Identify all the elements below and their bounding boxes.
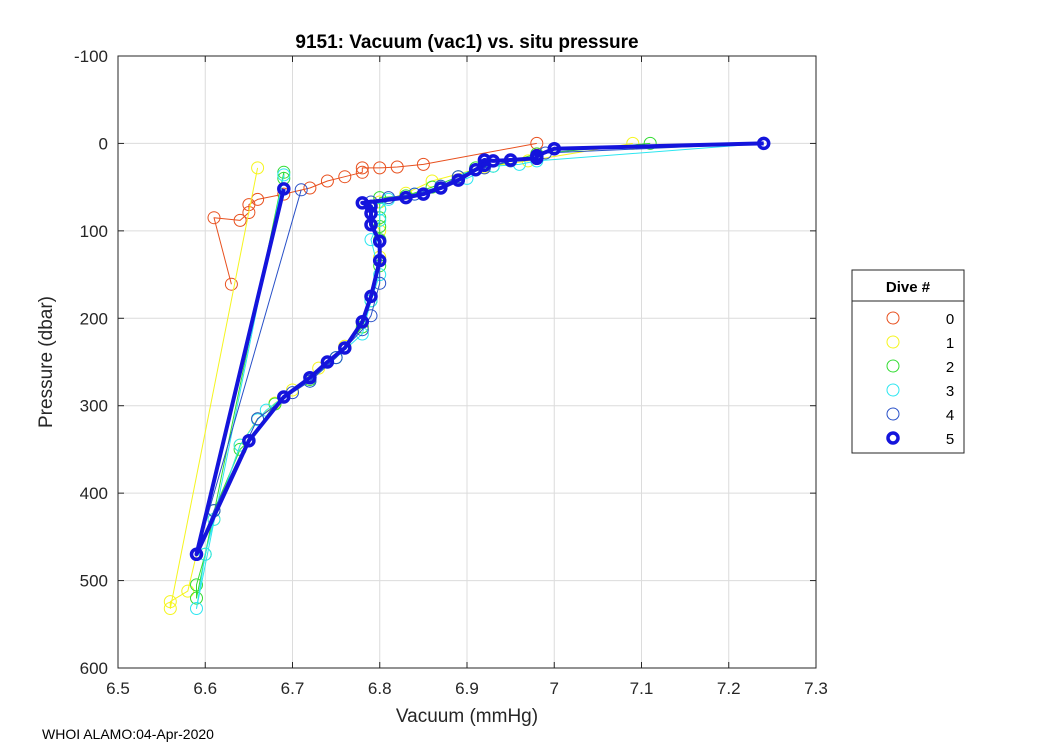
data-point <box>294 183 308 197</box>
data-point <box>355 161 369 175</box>
data-point <box>756 136 771 151</box>
data-point <box>416 157 430 171</box>
data-point <box>251 161 265 175</box>
data-point <box>547 141 562 156</box>
data-point <box>390 160 404 174</box>
data-point <box>242 433 256 448</box>
data-point <box>277 165 291 179</box>
x-tick-label: 6.7 <box>281 679 305 698</box>
data-point <box>364 289 378 304</box>
data-point <box>373 191 387 205</box>
legend-entry: 5 <box>886 431 954 448</box>
legend-entry: 0 <box>886 311 954 328</box>
data-point <box>189 547 204 562</box>
grid <box>118 56 816 668</box>
legend-label: 3 <box>946 383 954 400</box>
legend-marker <box>886 407 900 421</box>
x-tick-label: 7 <box>550 679 559 698</box>
data-point <box>277 182 291 196</box>
legend: Dive # 0 1 2 3 4 5 <box>851 269 965 454</box>
data-point <box>303 370 317 385</box>
x-tick-label: 7.1 <box>630 679 654 698</box>
data-point <box>190 591 203 605</box>
data-point <box>286 383 299 397</box>
data-point <box>355 165 369 179</box>
x-tick-label: 7.3 <box>804 679 828 698</box>
legend-entries: 0 1 2 3 4 5 <box>886 311 954 448</box>
legend-label: 0 <box>946 311 954 328</box>
legend-marker <box>886 431 900 445</box>
data-point <box>277 390 291 404</box>
legend-marker <box>886 383 900 397</box>
data-point <box>477 153 492 167</box>
y-tick-label: -100 <box>74 47 108 66</box>
data-point <box>320 174 334 188</box>
legend-entry: 2 <box>886 359 954 376</box>
legend-entry: 1 <box>886 335 954 352</box>
data-point <box>207 211 221 225</box>
data-point <box>530 151 544 166</box>
y-tick-label: 100 <box>80 222 108 241</box>
data-point <box>277 187 291 201</box>
legend-marker <box>886 311 900 325</box>
data-point <box>338 170 352 184</box>
data-point <box>355 315 370 329</box>
data-point <box>251 412 265 426</box>
data-point <box>233 213 247 227</box>
y-tick-label: 300 <box>80 397 108 416</box>
chart-title: 9151: Vacuum (vac1) vs. situ pressure <box>295 32 638 53</box>
x-axis-label: Vacuum (mmHg) <box>396 706 538 727</box>
legend-marker <box>886 335 900 349</box>
legend-title: Dive # <box>886 279 931 296</box>
x-tick-label: 7.2 <box>717 679 741 698</box>
data-point <box>416 187 431 201</box>
data-point <box>303 181 317 195</box>
legend-label: 1 <box>946 335 954 352</box>
data-point <box>198 547 212 561</box>
y-axis-label: Pressure (dbar) <box>36 296 57 428</box>
data-point <box>181 584 195 598</box>
data-point <box>190 578 203 592</box>
data-point <box>372 253 387 268</box>
series-5 <box>189 136 771 562</box>
y-tick-label: 400 <box>80 484 108 503</box>
data-point <box>468 162 483 177</box>
legend-label: 5 <box>946 431 954 448</box>
legend-label: 2 <box>946 359 954 376</box>
x-tick-label: 6.9 <box>455 679 479 698</box>
legend-marker <box>886 359 900 373</box>
y-tick-label: 200 <box>80 309 108 328</box>
legend-entry: 3 <box>886 383 954 400</box>
x-tick-label: 6.5 <box>106 679 130 698</box>
data-point <box>399 190 413 205</box>
data-point <box>190 602 203 615</box>
data-point <box>338 341 352 355</box>
data-point <box>373 161 387 175</box>
data-point <box>364 199 378 214</box>
legend-label: 4 <box>946 407 954 424</box>
x-tick-label: 6.8 <box>368 679 392 698</box>
y-tick-label: 500 <box>80 572 108 591</box>
legend-entry: 4 <box>886 407 954 424</box>
data-point <box>224 277 238 291</box>
data-point <box>277 168 291 182</box>
data-point <box>434 181 448 195</box>
data-point <box>242 206 256 219</box>
data-point <box>372 234 387 249</box>
data-point <box>364 217 378 232</box>
data-point <box>643 136 657 150</box>
series-layer <box>163 136 771 615</box>
x-tick-label: 6.6 <box>193 679 217 698</box>
data-point <box>163 595 177 609</box>
data-point <box>320 355 335 369</box>
footer-text: WHOI ALAMO:04-Apr-2020 <box>42 726 214 742</box>
data-point <box>163 602 177 615</box>
ticks: 6.5 6.6 6.7 6.8 6.9 7 7.1 7.2 7.3 -100 0 100 200 300 4… <box>74 47 828 698</box>
y-tick-label: 0 <box>99 134 108 153</box>
data-point <box>451 173 466 187</box>
y-tick-label: 600 <box>80 659 108 678</box>
data-point <box>503 153 518 167</box>
